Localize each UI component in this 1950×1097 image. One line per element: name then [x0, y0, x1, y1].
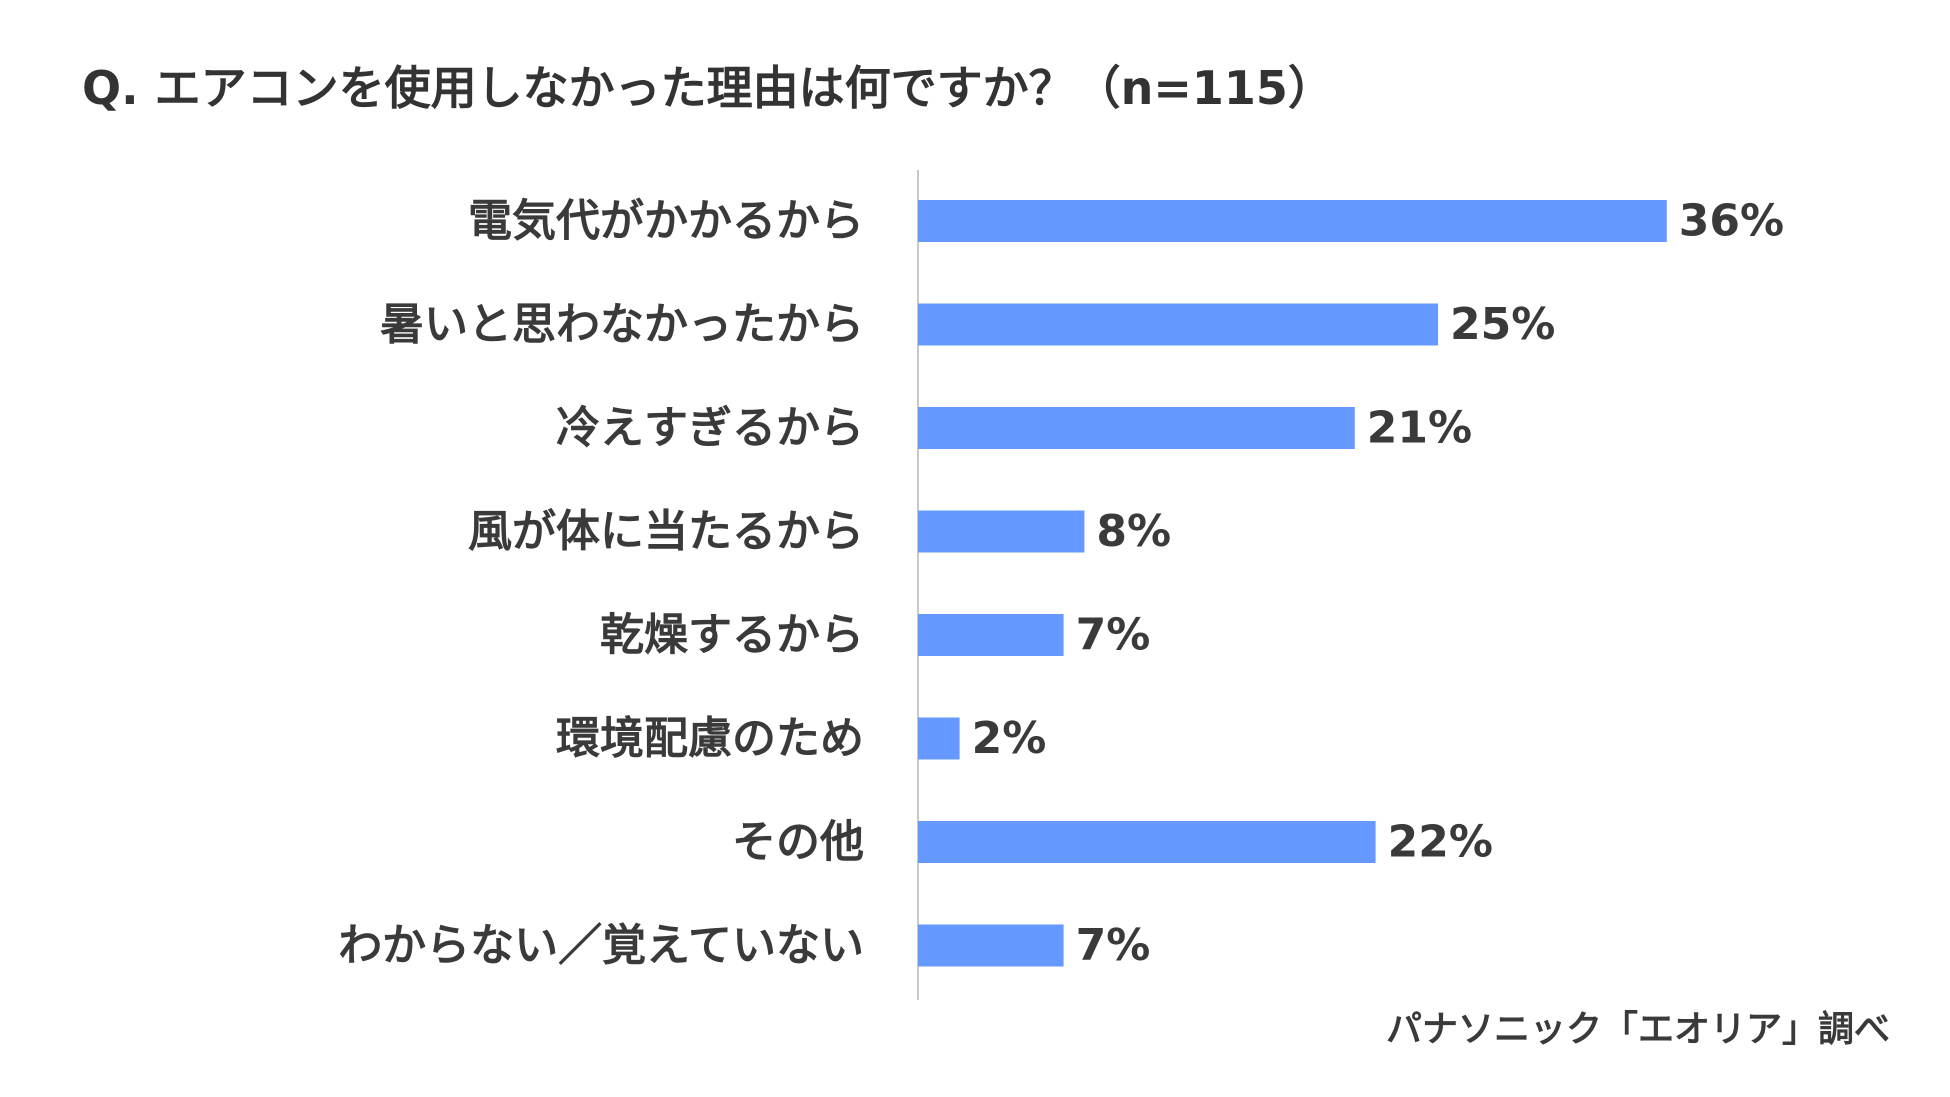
value-label-4: 8%: [1096, 506, 1171, 557]
bar-2: [918, 303, 1438, 346]
value-label-8: 7%: [1076, 920, 1151, 971]
value-label-1: 36%: [1679, 196, 1784, 247]
category-label-6: 環境配慮のため: [556, 713, 864, 764]
bar-6: [918, 717, 960, 760]
bars-group: 電気代がかかるから 36% 暑いと思わなかったから 25% 冷えすぎるから 21% 風が体に…: [338, 196, 1784, 972]
bar-4: [918, 510, 1085, 553]
category-label-8: わからない／覚えていない: [338, 920, 864, 971]
category-label-4: 風が体に当たるから: [468, 506, 864, 557]
bar-5: [918, 614, 1064, 656]
category-label-3: 冷えすぎるから: [556, 403, 864, 454]
category-label-7: その他: [732, 817, 864, 868]
value-label-2: 25%: [1450, 299, 1555, 350]
source-note: パナソニック「エオリア」調べ: [1385, 1009, 1890, 1050]
bar-1: [918, 200, 1667, 242]
category-label-1: 電気代がかかるから: [468, 196, 864, 247]
bar-3: [918, 407, 1355, 449]
value-label-5: 7%: [1076, 610, 1151, 661]
value-label-7: 22%: [1388, 817, 1493, 868]
bar-8: [918, 924, 1064, 967]
value-label-3: 21%: [1367, 403, 1472, 454]
category-label-5: 乾燥するから: [600, 610, 864, 661]
value-label-6: 2%: [972, 713, 1047, 764]
bar-7: [918, 821, 1376, 863]
category-label-2: 暑いと思わなかったから: [380, 299, 864, 350]
chart-title: Q. エアコンを使用しなかった理由は何ですか？（n=115）: [82, 61, 1334, 115]
